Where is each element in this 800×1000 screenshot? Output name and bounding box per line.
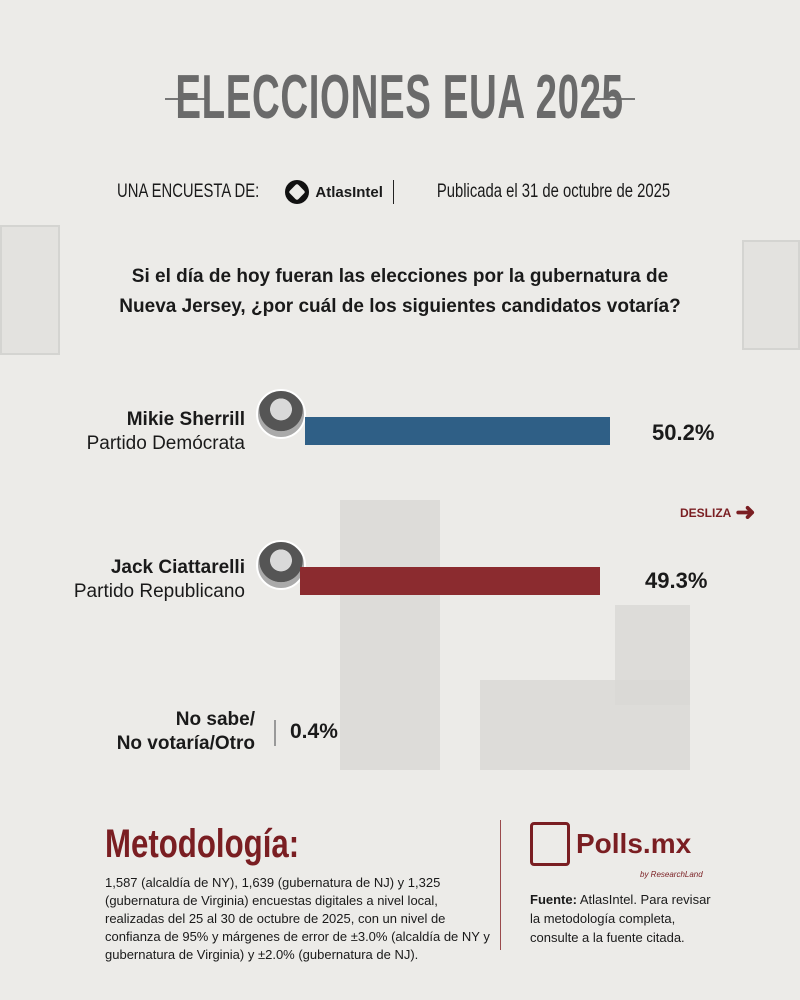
- title-ornament-right: [595, 98, 635, 100]
- divider: [500, 820, 501, 950]
- candidate-name: Jack Ciattarelli: [110, 557, 245, 578]
- survey-info: UNA ENCUESTA DE: AtlasIntel Publicada el…: [0, 180, 800, 204]
- bar-ciattarelli: [300, 567, 600, 595]
- title-ornament-left: [165, 98, 205, 100]
- methodology-title: Metodología:: [105, 822, 300, 866]
- avatar-ciattarelli: [256, 540, 306, 590]
- pollster-name: AtlasIntel: [315, 183, 383, 201]
- published-date: Publicada el 31 de octubre de 2025: [436, 181, 671, 202]
- divider: [392, 180, 394, 204]
- question-line: Nueva Jersey, ¿por cuál de los siguiente…: [119, 296, 681, 317]
- background-skyline: [615, 605, 690, 705]
- other-label: No sabe/No votaría/Otro: [117, 708, 255, 756]
- candidate-label-sherrill: Mikie Sherrill Partido Demócrata: [87, 408, 245, 456]
- question-line: Si el día de hoy fueran las elecciones p…: [131, 266, 669, 287]
- arrow-right-icon: ➜: [735, 499, 756, 526]
- bar-other: [274, 720, 277, 746]
- value-label-other: 0.4%: [290, 720, 338, 743]
- ballot-box-left: [0, 225, 60, 355]
- survey-question: Si el día de hoy fueran las elecciones p…: [0, 262, 800, 322]
- candidate-party: Partido Demócrata: [86, 433, 245, 454]
- source-text: AtlasIntel. Para revisar la metodología …: [530, 892, 711, 945]
- brand-name: Polls.mx: [576, 828, 692, 859]
- source-note: Fuente: AtlasIntel. Para revisar la meto…: [530, 890, 720, 947]
- bar-sherrill: [305, 417, 611, 445]
- other-label-line: No sabe/: [175, 709, 255, 730]
- value-label-ciattarelli: 49.3%: [645, 568, 708, 593]
- candidate-label-ciattarelli: Jack Ciattarelli Partido Republicano: [74, 556, 245, 604]
- survey-by-label: UNA ENCUESTA DE:: [117, 181, 260, 202]
- brand-tagline: by ResearchLand: [640, 870, 703, 879]
- background-skyline: [340, 500, 440, 770]
- polls-logo: Polls.mx: [530, 822, 691, 866]
- avatar-sherrill: [256, 389, 306, 439]
- candidate-party: Partido Republicano: [73, 581, 245, 602]
- ballot-box-right: [742, 240, 800, 350]
- chart-logo-icon: [530, 822, 570, 866]
- atlasintel-logo-icon: [285, 180, 310, 204]
- candidate-name: Mikie Sherrill: [126, 409, 245, 430]
- source-label: Fuente:: [530, 892, 577, 907]
- other-label-line: No votaría/Otro: [116, 733, 255, 754]
- swipe-hint[interactable]: DESLIZA ➜: [680, 498, 755, 527]
- methodology-text: 1,587 (alcaldía de NY), 1,639 (gubernatu…: [105, 875, 490, 962]
- page-title: ELECCIONES EUA 2025: [175, 63, 625, 132]
- value-label-sherrill: 50.2%: [652, 420, 715, 445]
- swipe-label: DESLIZA: [680, 505, 732, 520]
